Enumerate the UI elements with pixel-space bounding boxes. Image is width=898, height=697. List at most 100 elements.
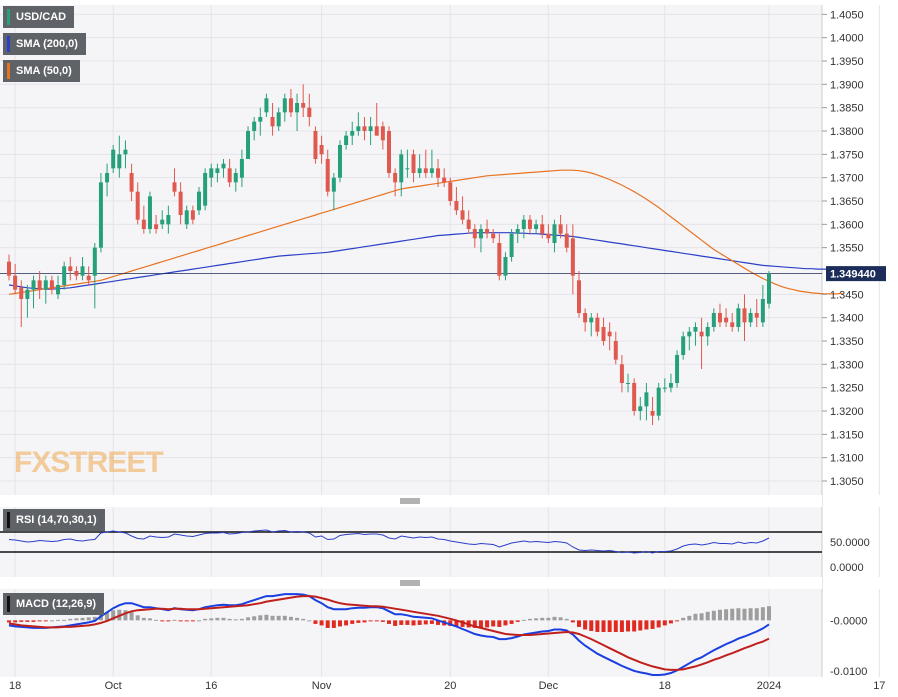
macd-histogram-bar bbox=[393, 620, 398, 626]
macd-histogram-bar bbox=[552, 616, 557, 621]
candle bbox=[190, 205, 195, 225]
macd-histogram-bar bbox=[724, 609, 729, 621]
candle-body bbox=[626, 383, 631, 384]
candle bbox=[405, 149, 410, 178]
candle-body bbox=[319, 145, 324, 155]
candle-body bbox=[123, 149, 128, 155]
candle bbox=[662, 378, 667, 393]
macd-histogram-bar bbox=[638, 620, 643, 631]
candle bbox=[270, 103, 275, 136]
candle bbox=[515, 224, 520, 243]
macd-histogram-bar bbox=[472, 620, 477, 628]
candle-body bbox=[583, 313, 588, 323]
candle bbox=[681, 331, 686, 360]
candle-body bbox=[86, 275, 91, 281]
candle bbox=[147, 191, 152, 234]
candle-body bbox=[307, 107, 312, 117]
price-tick-label: 1.4050 bbox=[830, 9, 864, 21]
candle bbox=[448, 177, 453, 206]
candle bbox=[74, 266, 79, 281]
candle bbox=[221, 159, 226, 178]
macd-histogram-bar bbox=[25, 620, 30, 622]
candle bbox=[583, 308, 588, 332]
macd-histogram-bar bbox=[43, 620, 48, 622]
macd-histogram-bar bbox=[331, 620, 336, 628]
time-tick-label: 18 bbox=[659, 680, 671, 692]
candle-body bbox=[527, 219, 532, 229]
macd-histogram-bar bbox=[166, 620, 171, 622]
price-tick-label: 1.3900 bbox=[830, 79, 864, 91]
candle bbox=[632, 378, 637, 416]
candle bbox=[595, 313, 600, 337]
candle bbox=[711, 308, 716, 332]
candle bbox=[258, 107, 263, 136]
candle bbox=[589, 313, 594, 337]
candle bbox=[626, 373, 631, 393]
candle bbox=[527, 215, 532, 234]
macd-histogram-bar bbox=[307, 620, 312, 622]
candle-body bbox=[521, 219, 526, 229]
macd-histogram-bar bbox=[570, 620, 575, 623]
candle-body bbox=[472, 229, 477, 239]
candle-body bbox=[515, 229, 520, 234]
candle bbox=[233, 168, 238, 192]
candle-body bbox=[337, 145, 342, 178]
macd-histogram-bar bbox=[282, 615, 287, 621]
macd-histogram-bar bbox=[668, 620, 673, 624]
rsi-panel: 50.0000 0.0000 bbox=[0, 529, 870, 574]
candle bbox=[760, 285, 765, 327]
macd-histogram-bar bbox=[190, 620, 195, 622]
candle-body bbox=[503, 257, 508, 276]
panel-resize-handle-1[interactable] bbox=[0, 495, 822, 507]
candle-body bbox=[717, 313, 722, 323]
candle bbox=[337, 140, 342, 183]
candle-body bbox=[387, 131, 391, 173]
time-tick-label: Nov bbox=[312, 680, 332, 692]
candle bbox=[668, 373, 673, 393]
symbol-swatch bbox=[7, 9, 10, 25]
legend-sma200[interactable]: SMA (200,0) bbox=[3, 33, 86, 55]
candle bbox=[748, 308, 753, 327]
candle bbox=[111, 145, 116, 173]
candle bbox=[454, 187, 459, 215]
legend-sma200-label: SMA (200,0) bbox=[16, 38, 78, 50]
price-tick-label: 1.3700 bbox=[830, 173, 864, 185]
candle-body bbox=[68, 266, 73, 271]
candle-body bbox=[141, 219, 146, 229]
macd-histogram-bar bbox=[405, 620, 410, 625]
macd-histogram-bar bbox=[583, 620, 588, 630]
candle-body bbox=[699, 331, 704, 337]
candle-body bbox=[325, 159, 330, 192]
price-tick-label: 1.3750 bbox=[830, 149, 864, 161]
macd-histogram-bar bbox=[129, 612, 134, 621]
legend-rsi[interactable]: RSI (14,70,30,1) bbox=[3, 509, 105, 531]
price-tick-label: 1.3300 bbox=[830, 359, 864, 371]
candle-body bbox=[233, 173, 238, 183]
candle-body bbox=[754, 313, 759, 318]
candle bbox=[344, 131, 349, 150]
candle-body bbox=[356, 126, 361, 131]
macd-histogram-bar bbox=[693, 613, 698, 621]
candle-body bbox=[417, 168, 422, 173]
macd-histogram-bar bbox=[123, 610, 128, 621]
candle-body bbox=[288, 98, 293, 113]
candle bbox=[368, 117, 373, 145]
macd-histogram-bar bbox=[239, 618, 244, 621]
candle-body bbox=[350, 131, 355, 136]
candle bbox=[246, 126, 251, 159]
legend-macd[interactable]: MACD (12,26,9) bbox=[3, 593, 105, 615]
macd-histogram-bar bbox=[19, 620, 24, 622]
panel-resize-handle-2[interactable] bbox=[0, 577, 822, 589]
macd-swatch bbox=[7, 596, 10, 612]
macd-histogram-bar bbox=[478, 620, 483, 628]
candle-body bbox=[405, 168, 410, 170]
macd-histogram-bar bbox=[209, 618, 214, 621]
candle bbox=[387, 126, 391, 178]
macd-histogram-bar bbox=[601, 620, 606, 632]
candle-body bbox=[166, 215, 171, 225]
legend-sma50[interactable]: SMA (50,0) bbox=[3, 60, 80, 82]
macd-histogram-bar bbox=[656, 620, 661, 628]
legend-symbol[interactable]: USD/CAD bbox=[3, 6, 75, 28]
candle bbox=[374, 103, 379, 136]
candle bbox=[123, 140, 128, 169]
